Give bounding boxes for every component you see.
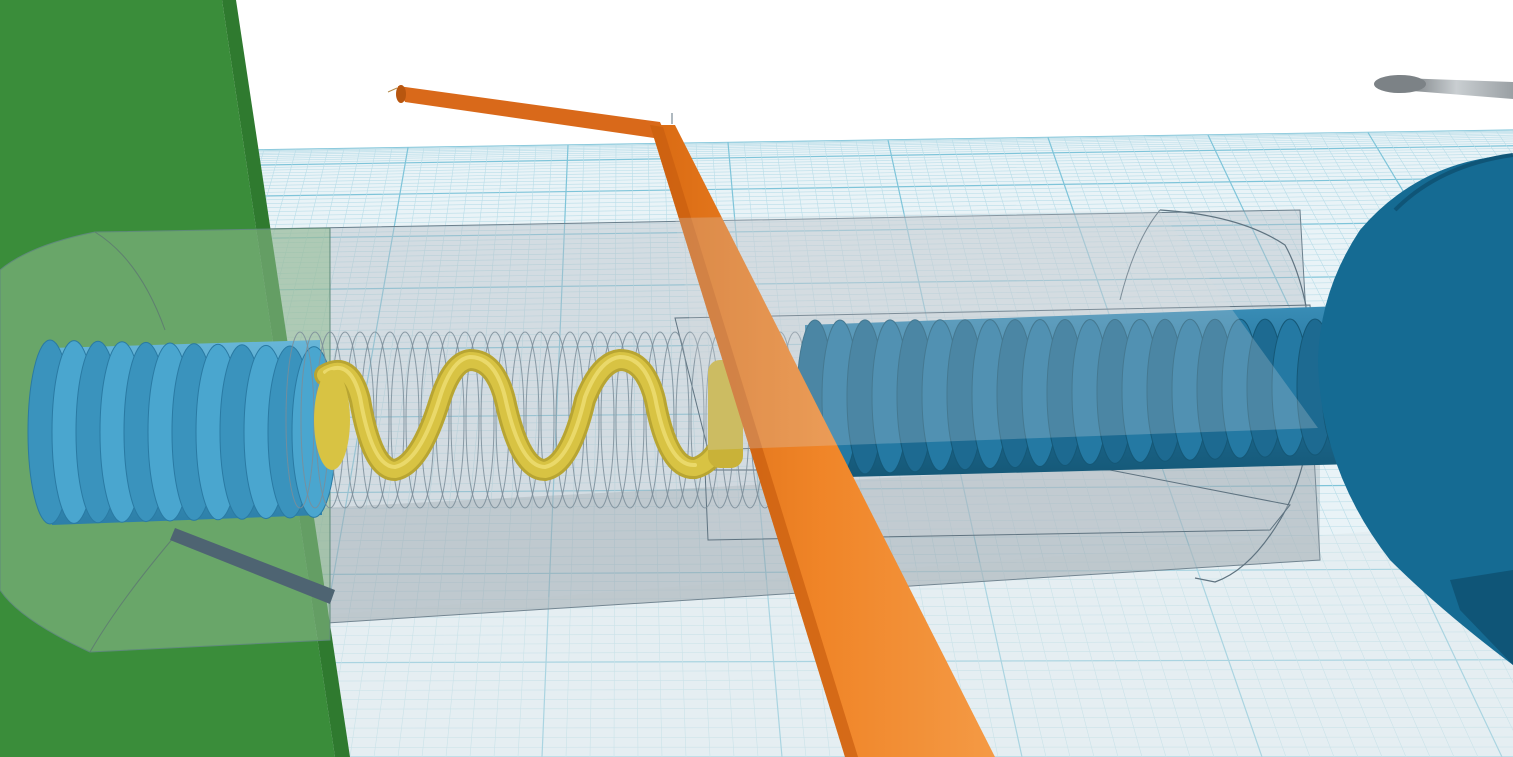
grid-line-horizontal (248, 131, 1513, 153)
ghost-coil (675, 331, 705, 509)
grid-line-horizontal (248, 170, 1513, 190)
bent-rod-shade (650, 125, 858, 757)
ghost-coil (645, 331, 675, 509)
grid-line-horizontal (255, 483, 1513, 494)
cap-curve-top (94, 231, 166, 331)
grid-line-horizontal (248, 159, 1513, 180)
grid-line-horizontal (248, 153, 1513, 174)
ghost-coil (615, 331, 645, 509)
object-pin[interactable] (1374, 75, 1513, 99)
grid-line-horizontal (248, 166, 1513, 186)
grid-line-horizontal (248, 134, 1513, 156)
grid-line-horizontal (250, 230, 1513, 249)
grid-line-horizontal (248, 163, 1513, 183)
grid-line-vertical (421, 146, 489, 757)
grid-line-horizontal (251, 292, 1513, 308)
sleeve-inner-profile (1119, 209, 1161, 301)
grid-line-horizontal (256, 516, 1513, 526)
object-threaded-rod-left[interactable] (27, 339, 337, 525)
ghost-coil (375, 331, 405, 509)
sleeve-lower-band (90, 455, 1320, 638)
sleeve-overlap (675, 210, 1318, 450)
grid-line-horizontal (249, 197, 1513, 217)
grid-line-horizontal (249, 216, 1513, 235)
grid-line-vertical (517, 145, 553, 757)
grid-line-horizontal (248, 140, 1513, 161)
grid-line-vertical (613, 144, 617, 757)
grid-line-horizontal (247, 129, 1513, 151)
grid-line-horizontal (249, 202, 1513, 221)
grid-line-horizontal (248, 136, 1513, 158)
grid-line-horizontal (250, 236, 1513, 254)
ghost-coil (495, 331, 525, 509)
grid-line-horizontal (249, 181, 1513, 201)
grid-line-vertical (631, 143, 639, 757)
pin-shaft[interactable] (1400, 78, 1513, 99)
grid-line-vertical (469, 145, 521, 757)
grid-line-horizontal (251, 274, 1513, 291)
bent-rod-tip-marker (387, 87, 398, 93)
grid-line-vertical (445, 145, 505, 757)
grid-line-horizontal (249, 185, 1513, 205)
grid-line-horizontal (248, 145, 1513, 166)
ghost-coil (390, 331, 420, 509)
ghost-coil (525, 331, 555, 509)
grid-line-vertical (349, 146, 441, 757)
object-end-disc[interactable] (1318, 153, 1513, 665)
grid-line-horizontal (251, 304, 1513, 320)
grid-line-horizontal (249, 211, 1513, 230)
ghost-coil (420, 331, 450, 509)
grid-line-vertical (397, 146, 473, 757)
object-bent-rod[interactable] (387, 85, 995, 757)
grid-line-horizontal (251, 286, 1513, 302)
grid-line-horizontal (248, 130, 1513, 152)
ghost-coil (465, 331, 495, 509)
pin-head[interactable] (1374, 75, 1426, 93)
grid-line-horizontal (256, 525, 1513, 534)
ghost-coil (450, 331, 480, 509)
grid-line-horizontal (256, 508, 1513, 518)
grid-line-horizontal (250, 220, 1513, 240)
grid-line-vertical (589, 144, 601, 757)
cap-bevel-stripe (170, 528, 335, 604)
left-rod-threads (27, 339, 337, 525)
spring-end-left (314, 370, 350, 470)
grid-line-vertical (679, 143, 711, 757)
grid-line-horizontal (250, 263, 1513, 280)
end-disc-body[interactable] (1318, 155, 1513, 665)
grid-line-horizontal (249, 193, 1513, 213)
grid-line-horizontal (248, 150, 1513, 171)
grid-line-horizontal (248, 138, 1513, 159)
end-disc-base (1450, 570, 1513, 665)
cap-curve-bottom (89, 529, 181, 653)
spring-highlight (323, 354, 697, 470)
grid-line-horizontal (249, 206, 1513, 226)
grid-line-horizontal (256, 492, 1513, 502)
grid-line-horizontal (248, 148, 1513, 169)
bent-rod-upper-segment[interactable] (398, 86, 668, 140)
grid-line-horizontal (249, 189, 1513, 209)
grid-line-horizontal (250, 241, 1513, 259)
ghost-coil (600, 331, 630, 509)
bent-rod-tip (396, 85, 406, 103)
grid-line-vertical (647, 143, 663, 757)
grid-line-horizontal (248, 130, 1513, 151)
grid-line-horizontal (251, 298, 1513, 314)
grid-line-horizontal (249, 177, 1513, 197)
bent-rod-lower-segment[interactable] (650, 125, 995, 757)
end-disc-rim (1393, 153, 1513, 212)
grid-line-horizontal (255, 475, 1513, 486)
grid-line-horizontal (248, 133, 1513, 154)
grid-line-horizontal (248, 143, 1513, 164)
grid-line-horizontal (251, 280, 1513, 297)
